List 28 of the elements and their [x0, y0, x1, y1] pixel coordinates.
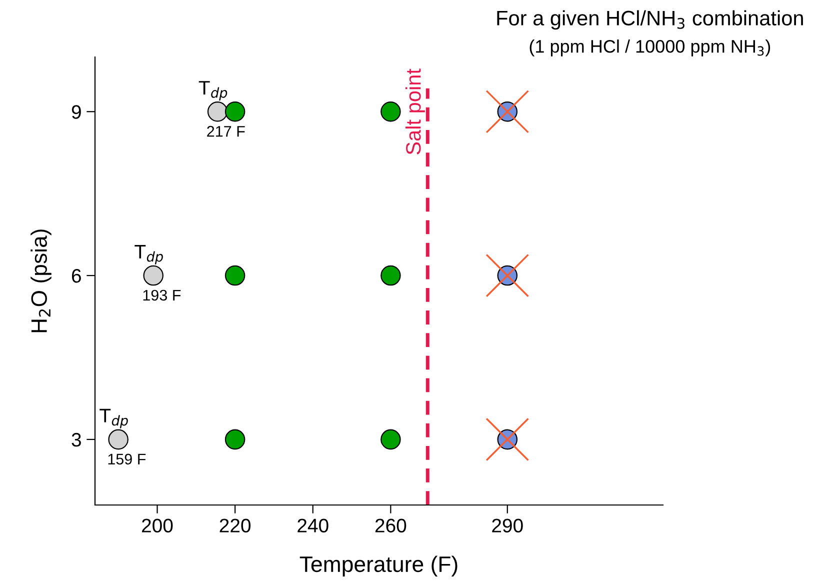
annotation: 159 F: [108, 454, 146, 465]
x-tick-label: 200: [142, 518, 173, 532]
chart-title: For a given HCl/NH$_{3}$ combination: [497, 10, 803, 30]
y-tick-label: 9: [72, 105, 81, 119]
chart-subtitle: (1 ppm HCl / 10000 ppm NH$_{3}$): [530, 40, 770, 56]
y-tick-label: 6: [72, 269, 81, 283]
annotation: 217 F: [207, 126, 245, 137]
point: [207, 102, 228, 122]
y-tick-label: 3: [72, 432, 81, 447]
point: [380, 265, 401, 286]
ref-line-label: Salt point: [405, 68, 425, 154]
point: [108, 429, 128, 450]
point: [380, 429, 401, 450]
x-axis-title: Temperature (F): [300, 556, 458, 576]
annotation: 193 F: [143, 290, 181, 301]
point: [143, 265, 164, 286]
annotation: T$_{dp}$: [198, 81, 228, 100]
x-tick-label: 290: [492, 518, 523, 532]
point: [224, 102, 246, 122]
x-tick-label: 220: [220, 518, 251, 532]
x-tick-label: 260: [375, 518, 406, 532]
point: [380, 102, 401, 122]
x-tick-label: 240: [298, 518, 328, 532]
point: [224, 265, 246, 286]
point: [224, 429, 246, 450]
annotation: T$_{dp}$: [100, 408, 128, 428]
y-axis-title: H$_{2}$O (psia): [30, 230, 52, 332]
annotation: T$_{dp}$: [134, 244, 163, 264]
